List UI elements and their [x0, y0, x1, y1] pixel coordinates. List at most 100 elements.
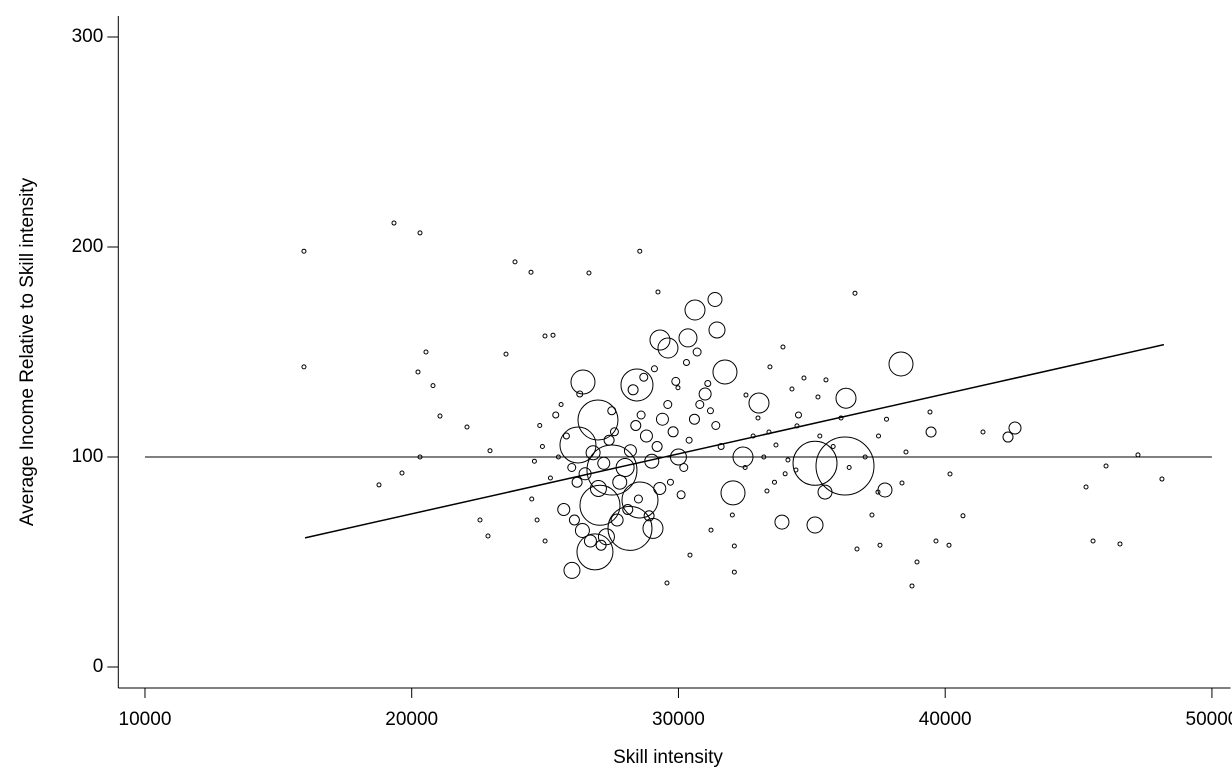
- bubble: [559, 426, 597, 464]
- bubble: [947, 471, 953, 477]
- bubble: [637, 248, 643, 254]
- bubble: [712, 359, 738, 385]
- bubble: [542, 538, 548, 544]
- x-tick-label: 10000: [119, 709, 172, 730]
- bubble: [835, 387, 857, 409]
- bubble: [794, 411, 802, 419]
- bubble: [437, 413, 443, 419]
- bubble: [1159, 476, 1165, 482]
- bubble: [531, 458, 537, 464]
- bubble: [687, 552, 693, 558]
- bubble: [607, 505, 653, 551]
- bubble: [607, 406, 617, 416]
- bubble: [417, 230, 423, 236]
- bubble: [679, 463, 689, 472]
- bubble: [925, 426, 937, 438]
- bubble: [639, 372, 649, 382]
- bubble: [577, 399, 619, 441]
- bubble: [579, 484, 621, 526]
- bubble: [875, 489, 881, 495]
- bubble: [576, 533, 614, 571]
- bubble: [869, 512, 875, 518]
- bubble: [729, 512, 735, 518]
- bubble: [685, 436, 693, 444]
- bubble: [852, 290, 858, 296]
- bubble: [552, 411, 560, 419]
- bubble: [717, 443, 725, 450]
- bubble: [642, 517, 664, 539]
- bubble: [529, 496, 535, 502]
- bubble: [487, 448, 493, 454]
- bubble: [539, 444, 545, 449]
- bubble: [888, 351, 914, 377]
- bubble: [639, 429, 653, 443]
- bubble: [933, 538, 939, 544]
- bubble: [555, 454, 561, 460]
- bubble: [644, 453, 660, 469]
- bubble: [651, 441, 663, 452]
- bubble: [773, 442, 779, 448]
- bubble: [595, 539, 607, 551]
- y-tick-label: 200: [72, 236, 104, 257]
- bubble: [653, 482, 667, 495]
- bubble: [1090, 538, 1096, 544]
- bubble: [655, 412, 669, 426]
- bubble: [615, 458, 635, 477]
- bubble: [785, 457, 791, 463]
- bubble: [622, 504, 634, 515]
- bubble: [676, 490, 686, 500]
- bubble: [707, 292, 723, 307]
- bubble: [830, 444, 836, 449]
- bubble: [704, 380, 712, 387]
- bubble: [720, 480, 746, 506]
- bubble: [706, 407, 714, 415]
- bubble: [609, 427, 619, 437]
- x-tick-label: 50000: [1186, 709, 1232, 730]
- y-tick-label: 300: [72, 26, 104, 47]
- bubble: [1083, 484, 1089, 490]
- bubble: [512, 259, 518, 265]
- bubble: [815, 394, 821, 400]
- bubble: [576, 390, 584, 398]
- y-tick-label: 0: [93, 656, 104, 677]
- bubble: [649, 329, 671, 351]
- bubble: [650, 365, 658, 373]
- bubble: [682, 359, 690, 366]
- bubble: [464, 424, 470, 430]
- bubble: [761, 454, 767, 460]
- bubble: [927, 409, 933, 415]
- bubble: [570, 369, 596, 395]
- bubble: [1002, 431, 1014, 443]
- bubble: [586, 444, 638, 496]
- bubble: [899, 480, 905, 486]
- bubble: [678, 328, 698, 348]
- bubble: [550, 332, 556, 338]
- bubble: [671, 376, 681, 386]
- bubble: [542, 333, 548, 339]
- bubble: [621, 481, 659, 519]
- bubble: [578, 467, 592, 481]
- bubble: [854, 546, 860, 552]
- bubble: [695, 400, 705, 409]
- bubble: [767, 364, 773, 370]
- bubble: [877, 542, 883, 548]
- bubble: [423, 349, 429, 355]
- bubble: [774, 514, 790, 530]
- bubble: [666, 478, 674, 486]
- x-tick-label: 40000: [919, 709, 972, 730]
- bubble: [589, 480, 607, 497]
- bubble: [399, 470, 405, 476]
- bubble: [764, 488, 770, 494]
- bubble: [534, 517, 540, 523]
- bubble: [731, 543, 737, 549]
- bubble: [792, 440, 838, 486]
- bubble: [623, 444, 637, 458]
- bubble: [1135, 452, 1141, 458]
- bubble: [1103, 463, 1109, 469]
- bubble: [620, 368, 654, 402]
- bubble: [838, 415, 844, 421]
- bubble: [636, 410, 646, 420]
- bubble: [563, 561, 581, 579]
